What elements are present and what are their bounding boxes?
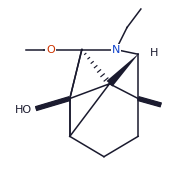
Polygon shape	[107, 54, 138, 87]
Text: O: O	[46, 45, 55, 55]
Text: HO: HO	[15, 105, 32, 115]
Text: N: N	[112, 45, 120, 55]
Text: H: H	[150, 48, 158, 58]
